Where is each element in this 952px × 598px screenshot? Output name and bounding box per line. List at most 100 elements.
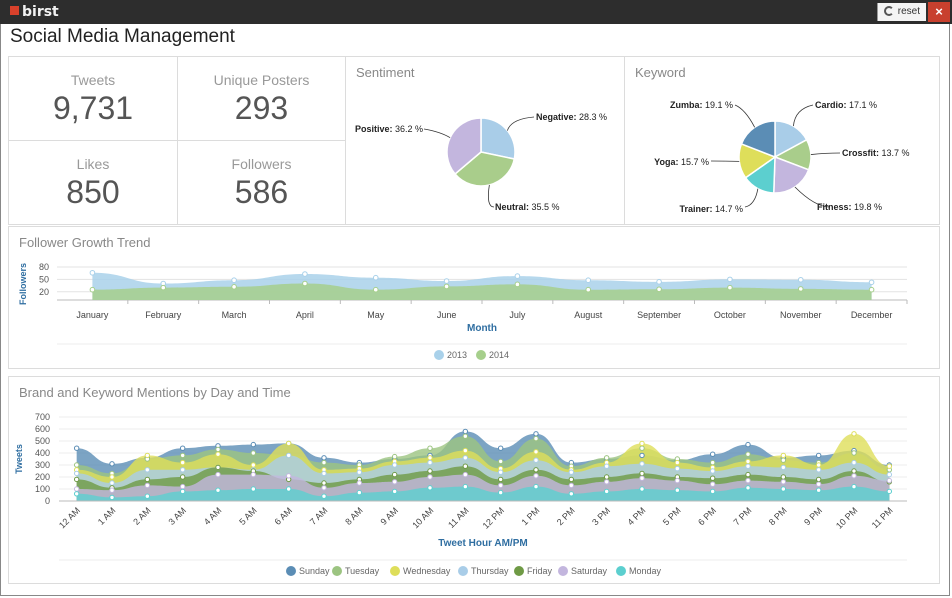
legend-label: 2014 xyxy=(489,350,509,360)
reset-button[interactable]: reset xyxy=(876,3,926,21)
x-tick-label: 4 PM xyxy=(625,505,647,527)
y-axis-title: Followers xyxy=(18,263,28,305)
data-point xyxy=(815,467,822,473)
data-point xyxy=(603,488,610,495)
data-point xyxy=(674,487,681,493)
kpi-value: 9,731 xyxy=(52,90,134,126)
y-tick-label: 600 xyxy=(35,424,50,434)
slice-label: Yoga: 15.7 % xyxy=(654,157,709,167)
data-point xyxy=(533,483,539,490)
data-point xyxy=(109,494,115,501)
data-point xyxy=(73,470,80,477)
data-point xyxy=(321,480,327,486)
legend-label: Sunday xyxy=(299,566,330,576)
x-tick-label: March xyxy=(222,310,247,320)
kpi-label: Likes xyxy=(76,156,110,172)
data-point xyxy=(321,459,327,466)
data-point xyxy=(302,271,308,277)
close-button[interactable]: × xyxy=(928,2,950,22)
data-point xyxy=(109,461,115,467)
slice-label: Neutral: 35.5 % xyxy=(495,202,560,212)
data-point xyxy=(727,284,733,291)
data-point xyxy=(215,487,221,493)
data-point xyxy=(780,474,787,480)
data-point xyxy=(533,473,539,479)
sentiment-panel: Sentiment Negative: 28.3 % Neutral: 35.5 … xyxy=(345,56,625,225)
x-tick-label: 10 PM xyxy=(834,505,859,530)
data-point xyxy=(160,284,167,291)
follower-growth-chart: 20 50 80 January February March April May June Ju… xyxy=(18,262,908,360)
x-tick-label: 4 AM xyxy=(202,505,224,527)
data-point xyxy=(462,463,469,469)
x-tick-label: December xyxy=(851,310,893,320)
x-axis-title: Tweet Hour AM/PM xyxy=(438,538,527,549)
data-point xyxy=(497,489,504,496)
x-tick-label: 12 PM xyxy=(481,505,506,530)
leader-line xyxy=(423,128,451,139)
data-point xyxy=(231,277,237,284)
data-point xyxy=(215,471,221,478)
data-point xyxy=(285,473,292,479)
data-point xyxy=(603,455,610,461)
data-point xyxy=(372,274,379,281)
x-tick-label: 1 PM xyxy=(519,505,541,527)
data-point xyxy=(73,445,80,451)
data-point xyxy=(745,458,751,465)
leader-line xyxy=(507,116,535,131)
x-tick-label: 7 PM xyxy=(731,505,753,527)
leader-line xyxy=(744,188,759,208)
kpi-value: 850 xyxy=(66,174,120,210)
data-point xyxy=(356,469,363,475)
data-point xyxy=(462,428,469,435)
y-tick-label: 50 xyxy=(39,274,49,284)
data-point xyxy=(603,474,610,480)
slice-label: Zumba: 19.1 % xyxy=(670,100,733,110)
y-axis-title: Tweets xyxy=(14,444,24,474)
data-point xyxy=(109,487,115,493)
legend-swatch xyxy=(616,566,626,576)
x-tick-label: July xyxy=(509,310,526,320)
data-point xyxy=(639,452,645,459)
kpi-value: 293 xyxy=(234,90,289,126)
x-tick-label: 1 AM xyxy=(96,505,118,527)
data-point xyxy=(179,445,186,451)
data-point xyxy=(462,483,469,490)
data-point xyxy=(179,488,186,495)
panel-title: Keyword xyxy=(635,65,686,80)
kpi-label: Unique Posters xyxy=(213,72,310,88)
data-point xyxy=(851,473,857,479)
data-point xyxy=(533,431,539,437)
legend-swatch xyxy=(332,566,342,576)
data-point xyxy=(427,468,433,474)
x-tick-label: 9 PM xyxy=(802,505,824,527)
data-point xyxy=(815,476,822,483)
data-point xyxy=(656,279,662,285)
y-tick-label: 100 xyxy=(35,484,50,494)
x-tick-label: February xyxy=(145,310,182,320)
data-point xyxy=(144,476,151,483)
data-point xyxy=(868,279,875,286)
reset-icon xyxy=(883,6,894,16)
data-point xyxy=(603,479,610,485)
legend-swatch xyxy=(476,350,486,360)
x-tick-label: 3 PM xyxy=(590,505,612,527)
x-tick-label: May xyxy=(367,310,385,320)
data-point xyxy=(709,488,716,495)
data-point xyxy=(497,482,504,489)
area-series xyxy=(76,486,890,501)
leader-line xyxy=(794,186,831,208)
kpi-tweets: Tweets 9,731 xyxy=(8,56,178,141)
legend-swatch xyxy=(434,350,444,360)
x-tick-label: April xyxy=(296,310,314,320)
data-point xyxy=(745,485,751,491)
data-point xyxy=(179,483,186,490)
y-tick-label: 300 xyxy=(35,460,50,470)
x-tick-label: 2 AM xyxy=(131,505,153,527)
data-point xyxy=(302,280,308,287)
data-point xyxy=(514,273,521,279)
x-tick-label: October xyxy=(714,310,746,320)
data-point xyxy=(427,485,433,491)
x-tick-label: January xyxy=(76,310,109,320)
data-point xyxy=(585,277,592,284)
data-point xyxy=(179,459,186,466)
